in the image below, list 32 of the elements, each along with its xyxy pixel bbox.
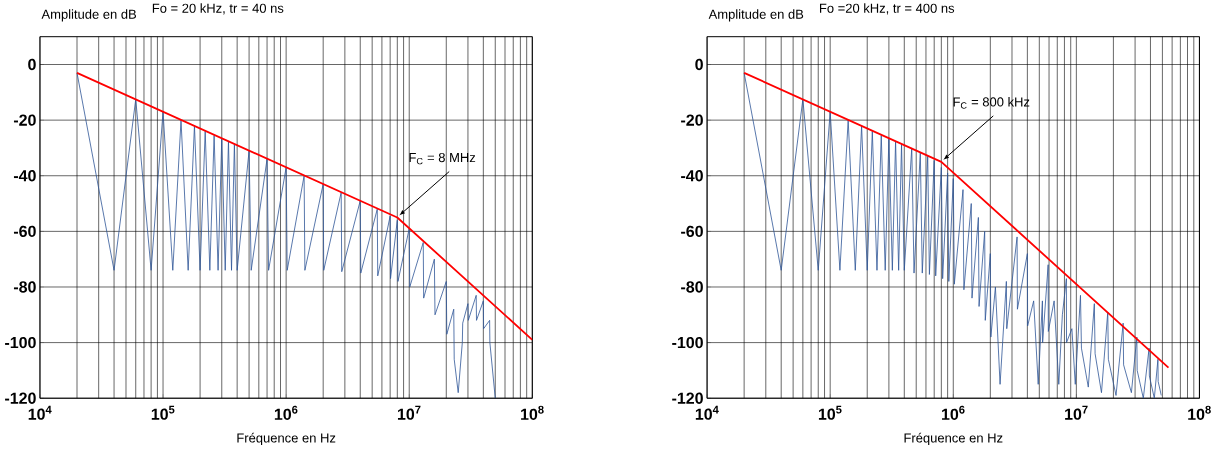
y-axis-title: Amplitude en dB — [708, 9, 804, 22]
x-axis-title: Fréquence en Hz — [237, 432, 336, 446]
x-tick-label: 10$^{8}$ — [521, 405, 544, 420]
x-tick-label: 10$^{5}$ — [818, 405, 842, 420]
x-axis-title: Fréquence en Hz — [904, 432, 1003, 446]
annotation: F$_{C}$ = 800 kHz — [953, 96, 1030, 109]
y-tick-label: -60 — [681, 225, 703, 237]
x-tick-label: 10$^{7}$ — [397, 405, 421, 420]
x-tick-label: 10$^{6}$ — [274, 405, 298, 420]
x-tick-label: 10$^{8}$ — [1188, 405, 1211, 420]
x-tick-label: 10$^{6}$ — [942, 405, 965, 420]
y-tick-label: 0 — [695, 58, 703, 71]
y-tick-label: -40 — [13, 170, 36, 182]
chart-title: Fo =20 kHz, tr = 400 ns — [820, 3, 955, 15]
x-tick-label: 10$^{4}$ — [695, 405, 719, 420]
y-tick-label: -120 — [5, 392, 36, 404]
chart-title: Fo = 20 kHz, tr = 40 ns — [152, 3, 284, 15]
y-tick-label: -20 — [681, 114, 703, 126]
y-tick-label: -120 — [672, 392, 703, 404]
x-tick-label: 10$^{4}$ — [28, 405, 52, 420]
x-tick-label: 10$^{7}$ — [1065, 405, 1088, 420]
y-tick-label: -20 — [13, 114, 36, 126]
x-tick-label: 10$^{5}$ — [151, 405, 175, 420]
annotation: F$_{C}$ = 8 MHz — [409, 152, 476, 165]
y-tick-label: 0 — [28, 58, 36, 71]
y-tick-label: -40 — [681, 170, 703, 182]
y-tick-label: -80 — [681, 281, 703, 293]
y-tick-label: -100 — [5, 336, 36, 349]
y-tick-label: -80 — [13, 281, 36, 293]
y-axis-title: Amplitude en dB — [41, 9, 137, 22]
y-tick-label: -60 — [13, 225, 36, 237]
y-tick-label: -100 — [672, 336, 703, 349]
